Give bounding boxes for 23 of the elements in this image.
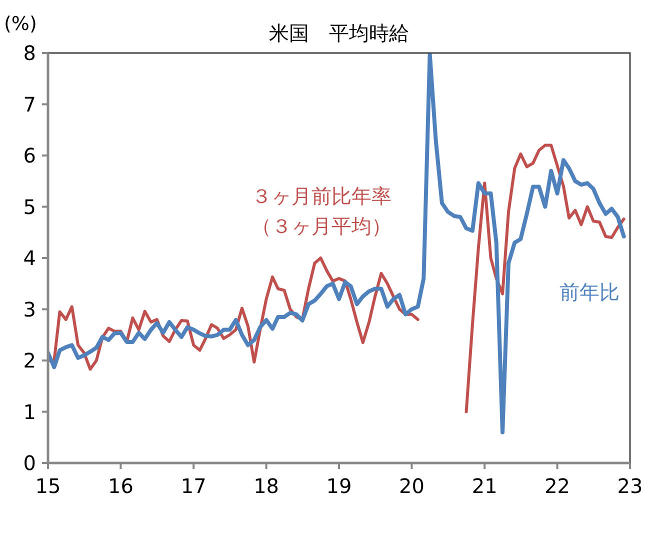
y-tick-label: 7	[23, 92, 36, 116]
series-label: ３ヶ月前比年率（３ヶ月平均）	[252, 184, 392, 238]
x-tick-label: 22	[544, 474, 570, 498]
y-tick-label: 3	[23, 297, 36, 322]
y-axis-title: (%)	[4, 13, 37, 35]
y-tick-label: 8	[23, 41, 36, 65]
y-tick-label: 2	[23, 348, 36, 372]
x-tick-label: 21	[472, 474, 498, 498]
chart-title: 米国 平均時給	[269, 21, 409, 45]
y-tick-label: 6	[23, 144, 36, 168]
x-tick-label: 18	[254, 474, 280, 498]
x-tick-label: 20	[398, 474, 424, 498]
y-tick-label: 0	[23, 451, 36, 475]
x-tick-label: 19	[326, 474, 352, 498]
y-tick-label: 1	[23, 400, 36, 424]
text: 前年比	[559, 280, 620, 304]
x-tick-label: 16	[108, 474, 134, 498]
line-series	[48, 53, 626, 434]
x-tick-label: 17	[180, 474, 206, 498]
y-tick-label: 4	[23, 246, 36, 270]
x-tick-label: 15	[35, 474, 61, 498]
y-tick-label: 5	[23, 194, 36, 219]
x-tick-label: 23	[617, 474, 643, 498]
